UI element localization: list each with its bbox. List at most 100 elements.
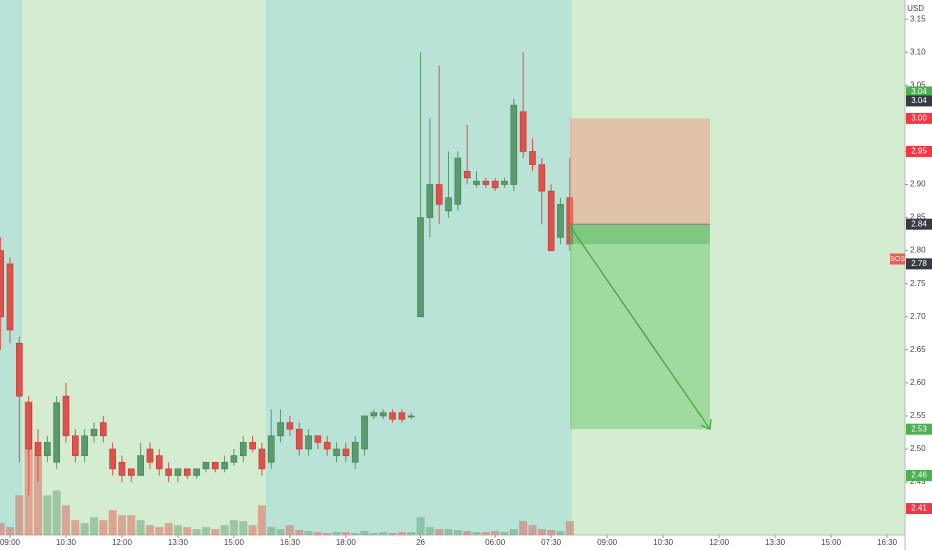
candle-body [258, 448, 266, 470]
candle-body [174, 468, 182, 476]
candle-body [351, 442, 359, 463]
candle-body [407, 415, 415, 418]
volume-bar [565, 521, 574, 535]
candle-body [193, 468, 200, 476]
candle-body [25, 402, 32, 450]
price-label-box [906, 86, 932, 98]
candle-body [202, 461, 210, 470]
volume-bar [463, 531, 472, 535]
candle-body [333, 448, 340, 456]
volume-bar [220, 525, 229, 535]
candle-body [53, 402, 60, 463]
candle-body [118, 461, 126, 476]
volume-bar [89, 517, 98, 535]
y-tick-label: 3.05 [910, 80, 926, 89]
arrow-head [700, 419, 712, 431]
volume-bar [33, 455, 42, 535]
x-tick-label: 12:00 [709, 538, 730, 547]
volume-bar [360, 531, 369, 535]
session-bg [22, 0, 266, 535]
volume-bar [43, 495, 52, 535]
volume-bar [155, 527, 164, 535]
candle-body [249, 442, 256, 450]
x-tick-label: 12:00 [112, 538, 133, 547]
candle-body [81, 435, 88, 456]
volume-bar [80, 523, 89, 535]
candle-body [379, 412, 387, 417]
volume-bar [416, 517, 425, 535]
candle-body [445, 197, 452, 212]
volume-bar [388, 533, 397, 535]
price-label: 2.41 [911, 504, 927, 513]
volume-bar [304, 531, 313, 535]
volume-bar [108, 510, 117, 535]
price-label-box [906, 258, 932, 270]
price-label-box [906, 112, 932, 124]
candle-body [221, 461, 228, 470]
volume-bar [164, 523, 173, 535]
candle-body [510, 104, 518, 185]
candle-body [127, 468, 135, 476]
price-label-box [906, 145, 932, 157]
candle-body [90, 428, 98, 437]
volume-bar [407, 532, 416, 535]
candle-body [286, 422, 294, 430]
y-tick-label: 3.10 [910, 47, 926, 56]
volume-bar [211, 529, 220, 535]
y-tick-label: 2.65 [910, 345, 926, 354]
x-tick-label: 10:30 [653, 538, 674, 547]
candle-body [547, 190, 555, 251]
price-label-box [906, 469, 932, 481]
y-tick-label: 2.75 [910, 279, 926, 288]
candle-body [389, 412, 396, 420]
volume-bar [425, 527, 434, 535]
price-label: 2.46 [911, 471, 927, 480]
x-tick-label: 15:00 [821, 538, 842, 547]
price-label: 2.78 [911, 259, 927, 268]
candle-body [6, 263, 14, 331]
x-tick-label: 16:30 [280, 538, 301, 547]
trend-arrow [569, 225, 711, 430]
candle-body [0, 250, 4, 318]
price-label: 2.95 [911, 147, 927, 156]
volume-bar [229, 520, 238, 535]
volume-bar [117, 515, 126, 535]
symbol-label: SOS [890, 256, 905, 263]
volume-bar [239, 521, 248, 535]
candle-body [426, 184, 434, 218]
candle-body [473, 180, 480, 185]
volume-bar [379, 532, 388, 535]
volume-bar [0, 523, 5, 535]
candle-body [454, 157, 462, 205]
volume-bar [71, 520, 80, 535]
candle-body [482, 180, 490, 185]
price-label: 3.04 [911, 96, 927, 105]
price-label: 2.84 [911, 219, 927, 228]
candle-body [323, 442, 331, 450]
volume-bar [295, 530, 304, 535]
volume-bar [444, 529, 453, 535]
candle-body [370, 412, 378, 417]
volume-bar [397, 532, 406, 535]
volume-bar [547, 530, 556, 535]
candle-body [463, 170, 471, 179]
candle-body [277, 422, 284, 437]
x-tick-label: 16:30 [877, 538, 898, 547]
volume-bar [332, 532, 341, 535]
candle-body [230, 455, 238, 463]
volume-bar [248, 525, 257, 535]
y-tick-label: 2.80 [910, 246, 926, 255]
volume-bar [61, 505, 70, 535]
price-label-box [906, 503, 932, 515]
x-tick-label: 09:00 [0, 538, 21, 547]
candle-body [342, 448, 350, 456]
price-label: 3.00 [911, 113, 927, 122]
volume-bar [537, 529, 546, 535]
candle-body [435, 184, 443, 205]
x-tick-label: 09:00 [597, 538, 618, 547]
volume-bar [52, 490, 61, 535]
volume-bar [472, 532, 481, 535]
candle-body [137, 455, 144, 476]
